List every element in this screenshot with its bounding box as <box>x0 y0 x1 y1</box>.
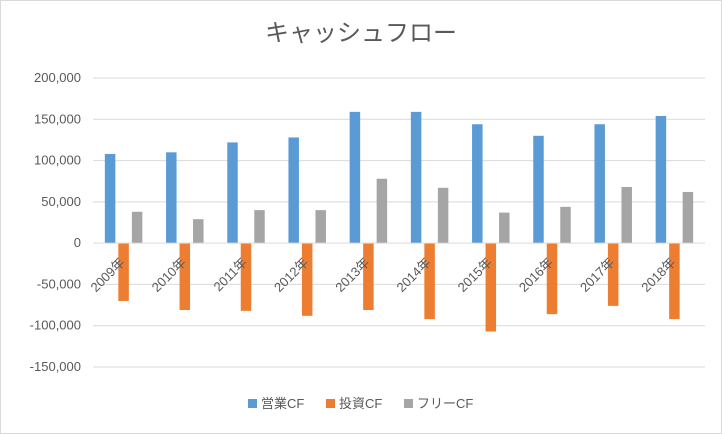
legend-label: フリーCF <box>417 396 473 411</box>
chart-title: キャッシュフロー <box>265 20 457 47</box>
bar-investing-cf <box>179 243 191 311</box>
bar-free-cf <box>437 187 449 244</box>
bar-investing-cf <box>485 243 497 332</box>
bar-operating-cf <box>533 135 544 244</box>
bar-investing-cf <box>118 243 129 301</box>
legend-swatch <box>404 399 413 408</box>
bar-operating-cf <box>227 142 238 244</box>
y-tick-label: -100,000 <box>30 318 81 333</box>
bar-free-cf <box>682 191 694 244</box>
bar-operating-cf <box>288 137 299 244</box>
bar-operating-cf <box>655 115 667 244</box>
bar-investing-cf <box>546 243 558 315</box>
bar-investing-cf <box>301 243 313 316</box>
legend: 営業CF 投資CF フリーCF <box>248 396 473 411</box>
legend-label: 投資CF <box>339 396 382 411</box>
bar-investing-cf <box>424 243 435 320</box>
bar-operating-cf <box>166 152 177 244</box>
bar-operating-cf <box>410 111 422 244</box>
bar-free-cf <box>621 186 632 244</box>
x-axis-category-labels: 2009年 2010年 2011年 2012年 2013年 2014年 2015年 2016年… <box>87 255 678 295</box>
bar-free-cf <box>193 219 204 244</box>
bar-investing-cf <box>607 243 619 306</box>
y-tick-label: -50,000 <box>37 276 81 291</box>
bar-investing-cf <box>669 243 680 320</box>
y-tick-label: 0 <box>74 235 81 250</box>
bar-operating-cf <box>472 124 483 244</box>
bar-free-cf <box>315 210 326 244</box>
gridlines <box>93 77 705 368</box>
bar-free-cf <box>560 206 571 244</box>
legend-swatch <box>326 399 335 408</box>
y-tick-label: 200,000 <box>34 70 81 85</box>
bar-investing-cf <box>240 243 252 311</box>
bar-free-cf <box>376 178 388 244</box>
bar-operating-cf <box>594 124 605 244</box>
bar-operating-cf <box>104 153 116 244</box>
y-tick-label: 150,000 <box>34 111 81 126</box>
bar-free-cf <box>131 211 143 244</box>
bar-investing-cf <box>363 243 374 311</box>
bar-free-cf <box>499 212 510 244</box>
legend-swatch <box>248 399 257 408</box>
y-tick-label: 100,000 <box>34 153 81 168</box>
y-tick-label: 50,000 <box>41 194 81 209</box>
bars <box>104 111 694 332</box>
y-tick-label: -150,000 <box>30 359 81 374</box>
bar-free-cf <box>254 210 265 244</box>
y-axis-ticks: 200,000 150,000 100,000 50,000 0 -50,000 -100,… <box>30 70 81 374</box>
bar-operating-cf <box>349 111 361 244</box>
legend-label: 営業CF <box>261 396 304 411</box>
